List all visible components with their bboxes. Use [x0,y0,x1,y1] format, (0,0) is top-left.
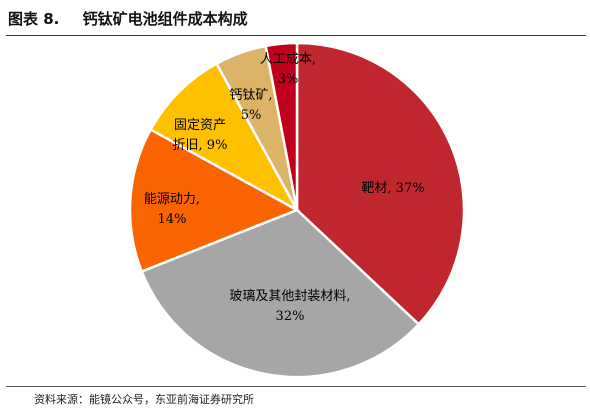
pie-slice-1 [295,41,466,327]
slice-label-6: 人工成本, 3% [260,52,316,87]
pie-slice-6 [264,41,299,211]
slice-label-4: 固定资产折旧, 9% [173,118,228,153]
slice-label-5: 钙钛矿, 5% [229,88,272,123]
top-divider [6,35,586,36]
figure-title: 钙钛矿电池组件成本构成 [82,10,248,28]
slice-label-3: 能源动力, 14% [144,192,200,227]
source-note: 资料来源：能镜公众号，东亚前海证券研究所 [34,393,254,406]
slice-label-2: 玻璃及其他封装材料, 32% [229,289,350,324]
pie-slice-4 [148,61,301,214]
slice-label-1: 靶材, 37% [361,181,424,196]
pie-slice-2 [140,208,421,379]
figure-number: 图表 8. [8,10,60,28]
bottom-divider [6,386,586,387]
pie-slice-3 [128,127,300,274]
figure-title-bar: 图表 8. 钙钛矿电池组件成本构成 [8,8,248,29]
